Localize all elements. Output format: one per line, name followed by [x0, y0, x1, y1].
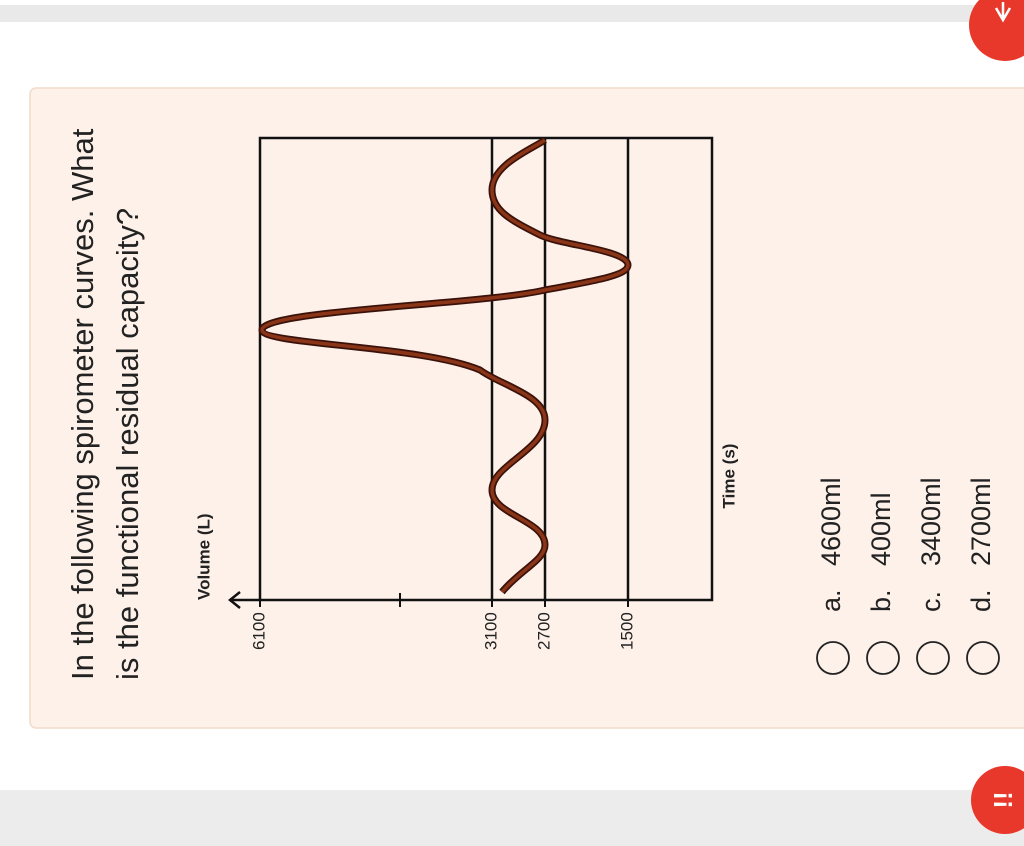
- tick-label: 3100: [481, 612, 500, 650]
- option-radio[interactable]: [916, 641, 950, 675]
- option-text: 400ml: [866, 492, 896, 566]
- tick-label: 2700: [534, 612, 553, 650]
- question-text: In the following spirometer curves. What: [65, 128, 100, 680]
- scroll-button[interactable]: [969, 0, 1024, 61]
- alert-text: !!: [988, 791, 1018, 808]
- question-card: [29, 87, 1024, 729]
- alert-button[interactable]: [971, 766, 1024, 834]
- option-text: 3400ml: [916, 477, 946, 566]
- option-letter: a.: [816, 589, 846, 612]
- y-axis-label: Volume (L): [194, 513, 213, 600]
- bottom-bar: [0, 790, 1024, 846]
- option-text: 2700ml: [966, 477, 996, 566]
- spirometer-figure: [227, 136, 714, 609]
- volume-curve: [260, 138, 630, 594]
- arrow-icon: [994, 2, 1012, 23]
- top-bar: [0, 5, 1024, 22]
- option-text: 4600ml: [816, 477, 846, 566]
- question-text: is the functional residual capacity?: [110, 208, 145, 680]
- option-letter: b.: [866, 589, 896, 612]
- option-radio[interactable]: [816, 641, 850, 675]
- tick-label: 1500: [617, 612, 636, 650]
- option-radio[interactable]: [866, 641, 900, 675]
- axis-arrow: [227, 591, 241, 609]
- option-letter: d.: [966, 589, 996, 612]
- tick-label: 6100: [249, 612, 268, 650]
- option-letter: c.: [916, 591, 946, 612]
- option-radio[interactable]: [966, 641, 1000, 675]
- figure-frame: [258, 136, 714, 602]
- x-axis-label: Time (s): [719, 444, 738, 509]
